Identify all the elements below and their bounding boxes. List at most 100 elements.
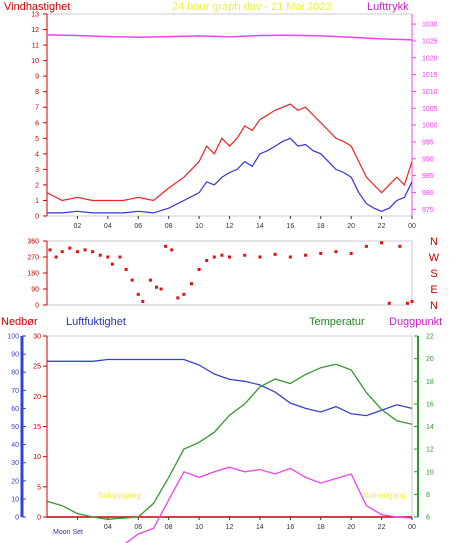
- direction-point: [387, 301, 391, 305]
- temperature-y-tick-label: 6: [426, 515, 430, 522]
- rain-y-tick-label: 20: [33, 394, 41, 401]
- temperature-label: Temperatur: [309, 316, 365, 328]
- direction-point: [54, 255, 58, 259]
- panel1-x-tick-label: 10: [195, 223, 203, 230]
- direction-point: [118, 255, 122, 259]
- humidity-y-tick-label: 10: [11, 496, 19, 503]
- panel1-x-tick-label: 08: [165, 223, 173, 230]
- direction-point: [398, 244, 402, 248]
- direction-point: [258, 255, 262, 259]
- direction-point: [124, 267, 128, 271]
- humidity-label: Luftfuktighet: [66, 316, 126, 328]
- direction-point: [288, 255, 292, 259]
- panel3-x-tick-label: 08: [165, 524, 173, 531]
- wind-y-tick-label: 12: [31, 27, 39, 34]
- wind-y-tick-label: 13: [31, 12, 39, 19]
- direction-point: [273, 252, 277, 256]
- panel1-x-tick-label: 00: [408, 223, 416, 230]
- direction-point: [182, 292, 186, 296]
- panel3-x-tick-label: 00: [408, 524, 416, 531]
- humidity-y-tick-label: 30: [11, 460, 19, 467]
- wind-y-tick-label: 9: [35, 74, 39, 81]
- direction-point: [176, 296, 180, 300]
- panel3-x-tick-label: 18: [317, 524, 325, 531]
- temperature-y-tick-label: 22: [426, 334, 434, 341]
- panel1-x-tick-label: 12: [226, 223, 234, 230]
- rain-y-tick-label: 25: [33, 364, 41, 371]
- panel1-x-tick-label: 14: [256, 223, 264, 230]
- panel1-x-tick-label: 20: [347, 223, 355, 230]
- wind-y-tick-label: 6: [35, 120, 39, 127]
- wind-y-tick-label: 10: [31, 58, 39, 65]
- panel3-x-tick-label: 06: [134, 524, 142, 531]
- panel3-x-tick-label: 16: [286, 524, 294, 531]
- wind-y-tick-label: 2: [35, 182, 39, 189]
- direction-point: [380, 241, 384, 245]
- direction-point: [170, 248, 174, 252]
- panel3-x-tick-label: 04: [104, 524, 112, 531]
- temperature-y-tick-label: 10: [426, 469, 434, 476]
- direction-point: [205, 259, 209, 263]
- pressure-y-tick-label: 995: [422, 139, 434, 146]
- direction-point: [148, 278, 152, 282]
- humidity-line: [47, 358, 413, 417]
- panel1-x-tick-label: 02: [74, 223, 82, 230]
- rain-y-tick-label: 0: [37, 515, 41, 522]
- direction-point: [164, 244, 168, 248]
- rain-y-tick-label: 5: [37, 484, 41, 491]
- compass-label: S: [430, 268, 437, 280]
- wind-y-tick-label: 4: [35, 151, 39, 158]
- temperature-y-tick-label: 20: [426, 356, 434, 363]
- pressure-y-tick-label: 1015: [422, 72, 438, 79]
- pressure-y-tick-label: 1030: [422, 22, 438, 29]
- temperature-line: [46, 363, 413, 520]
- direction-point: [405, 301, 409, 305]
- direction-point: [410, 299, 414, 303]
- direction-point: [243, 253, 247, 257]
- moonset-annotation: Moon Set: [53, 529, 83, 536]
- rain-y-tick-label: 10: [33, 454, 41, 461]
- direction-point: [304, 253, 308, 257]
- wind-y-tick-label: 7: [35, 105, 39, 112]
- pressure-y-tick-label: 1020: [422, 55, 438, 62]
- temperature-y-tick-label: 14: [426, 424, 434, 431]
- direction-point: [110, 262, 114, 266]
- panel1-x-tick-label: 16: [286, 223, 294, 230]
- temperature-y-tick-label: 12: [426, 447, 434, 454]
- pressure-y-tick-label: 990: [422, 156, 434, 163]
- pressure-y-tick-label: 975: [422, 207, 434, 214]
- sunset-annotation: Solnedgang: [363, 491, 406, 500]
- dewpoint-label: Duggpunkt: [389, 316, 443, 328]
- panel3-x-tick-label: 22: [378, 524, 386, 531]
- humidity-y-tick-label: 90: [11, 352, 19, 359]
- direction-point: [349, 251, 353, 255]
- direction-point: [364, 244, 368, 248]
- rain-y-tick-label: 30: [33, 334, 41, 341]
- direction-point: [220, 253, 224, 257]
- direction-point: [136, 292, 140, 296]
- panel1-frame: [46, 13, 413, 217]
- humidity-y-tick-label: 0: [15, 515, 19, 522]
- wind-y-tick-label: 5: [35, 136, 39, 143]
- temperature-y-tick-label: 8: [426, 492, 430, 499]
- panel3-x-tick-label: 20: [347, 524, 355, 531]
- pressure-y-tick-label: 1025: [422, 38, 438, 45]
- direction-point: [91, 250, 95, 254]
- temperature-y-tick-label: 16: [426, 401, 434, 408]
- direction-point: [68, 246, 72, 250]
- direction-point: [159, 287, 163, 291]
- wind-y-tick-label: 8: [35, 89, 39, 96]
- wind-average-line: [47, 137, 413, 214]
- direction-point: [189, 282, 193, 286]
- pressure-label: Lufttrykk: [367, 1, 409, 13]
- pressure-y-tick-label: 980: [422, 190, 434, 197]
- temperature-y-tick-label: 18: [426, 379, 434, 386]
- direction-y-tick-label: 90: [31, 287, 39, 294]
- humidity-y-tick-label: 50: [11, 424, 19, 431]
- panel1-x-tick-label: 22: [378, 223, 386, 230]
- direction-point: [60, 250, 64, 254]
- humidity-y-tick-label: 60: [11, 406, 19, 413]
- wind-y-tick-label: 0: [35, 214, 39, 221]
